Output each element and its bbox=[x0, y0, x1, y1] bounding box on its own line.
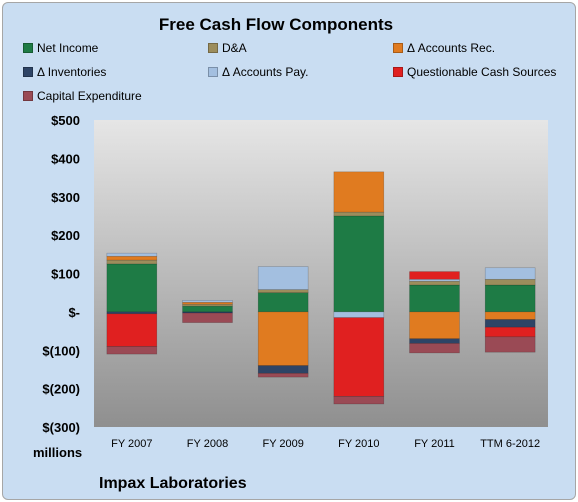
legend-swatch bbox=[393, 43, 403, 53]
y-tick-label: $200 bbox=[51, 228, 80, 243]
bar-segment bbox=[409, 280, 460, 286]
y-tick-label: $(200) bbox=[42, 382, 80, 397]
y-tick-label: $300 bbox=[51, 190, 80, 205]
legend-swatch bbox=[393, 67, 403, 77]
legend-swatch bbox=[23, 43, 33, 53]
bar-segment bbox=[106, 252, 158, 257]
bar-segment bbox=[182, 305, 233, 313]
plot-area bbox=[94, 120, 548, 427]
legend-label: Capital Expenditure bbox=[37, 89, 142, 103]
x-tick-label: FY 2008 bbox=[187, 438, 228, 450]
bar-segment bbox=[484, 311, 536, 320]
bar-segment bbox=[484, 284, 536, 313]
unit-label: millions bbox=[33, 445, 83, 460]
x-tick-label: TTM 6-2012 bbox=[480, 438, 540, 450]
bars bbox=[106, 171, 536, 405]
legend-label: Δ Accounts Rec. bbox=[407, 41, 496, 55]
bar-segment bbox=[182, 312, 233, 323]
y-axis: $500 $400 $300 $200 $100 $- $(100) $(200) $(300) bbox=[42, 113, 80, 435]
bar-segment bbox=[409, 311, 460, 340]
bar-segment bbox=[333, 311, 385, 318]
legend-item-inventories: Δ Inventories bbox=[23, 65, 106, 79]
y-tick-label: $- bbox=[68, 305, 80, 320]
bar-segment bbox=[257, 289, 309, 293]
bar-segment bbox=[409, 343, 460, 354]
chart-title: Free Cash Flow Components bbox=[158, 15, 394, 34]
legend-item-accounts-rec: Δ Accounts Rec. bbox=[393, 41, 495, 55]
y-tick-label: $400 bbox=[51, 151, 80, 166]
bar-segment bbox=[333, 317, 385, 397]
bar-segment bbox=[106, 346, 158, 355]
bar-segment bbox=[484, 319, 536, 328]
bar-segment bbox=[182, 300, 233, 303]
bar-segment bbox=[333, 395, 385, 405]
bar-segment bbox=[333, 211, 385, 217]
bar-segment bbox=[257, 292, 309, 313]
company-name: Impax Laboratories bbox=[99, 475, 247, 492]
bar-segment bbox=[257, 365, 309, 374]
x-tick-label: FY 2007 bbox=[111, 438, 152, 450]
y-tick-label: $(300) bbox=[42, 420, 80, 435]
bar-segment bbox=[484, 278, 536, 286]
legend-item-net-income: Net Income bbox=[23, 41, 98, 55]
y-tick-label: $500 bbox=[51, 113, 80, 128]
legend-label: D&A bbox=[222, 41, 247, 55]
legend-label: Questionable Cash Sources bbox=[407, 65, 557, 79]
bar-segment bbox=[106, 313, 158, 347]
bar-segment bbox=[257, 311, 309, 366]
legend-label: Δ Accounts Pay. bbox=[222, 65, 309, 79]
x-tick-label: FY 2010 bbox=[338, 438, 379, 450]
bar-segment bbox=[106, 263, 158, 313]
legend-item-accounts-pay: Δ Accounts Pay. bbox=[208, 65, 309, 79]
bar-segment bbox=[484, 326, 536, 338]
bar-segment bbox=[333, 215, 385, 313]
bar-segment bbox=[484, 336, 536, 353]
y-tick-label: $100 bbox=[51, 267, 80, 282]
bar-segment bbox=[106, 255, 158, 261]
bar-segment bbox=[484, 267, 536, 280]
x-tick-label: FY 2011 bbox=[414, 438, 455, 450]
legend-label: Net Income bbox=[37, 41, 99, 55]
legend-swatch bbox=[208, 43, 218, 53]
x-tick-label: FY 2009 bbox=[262, 438, 303, 450]
bar-segment bbox=[333, 171, 385, 213]
legend-item-questionable-cash: Questionable Cash Sources bbox=[393, 65, 556, 79]
bar-segment bbox=[106, 259, 158, 265]
bar-segment bbox=[409, 271, 460, 280]
legend-item-da: D&A bbox=[208, 41, 247, 55]
bar-segment bbox=[409, 278, 460, 282]
bar-segment bbox=[257, 266, 309, 290]
legend-label: Δ Inventories bbox=[37, 65, 107, 79]
y-tick-label: $(100) bbox=[42, 343, 80, 358]
legend-swatch bbox=[208, 67, 218, 77]
bar-segment bbox=[257, 372, 309, 378]
bar-segment bbox=[409, 338, 460, 344]
legend-swatch bbox=[23, 91, 33, 101]
x-axis: FY 2007 FY 2008 FY 2009 FY 2010 FY 2011 TTM 6… bbox=[111, 438, 540, 450]
legend-swatch bbox=[23, 67, 33, 77]
bar-segment bbox=[409, 284, 460, 313]
legend-item-capex: Capital Expenditure bbox=[23, 89, 142, 103]
